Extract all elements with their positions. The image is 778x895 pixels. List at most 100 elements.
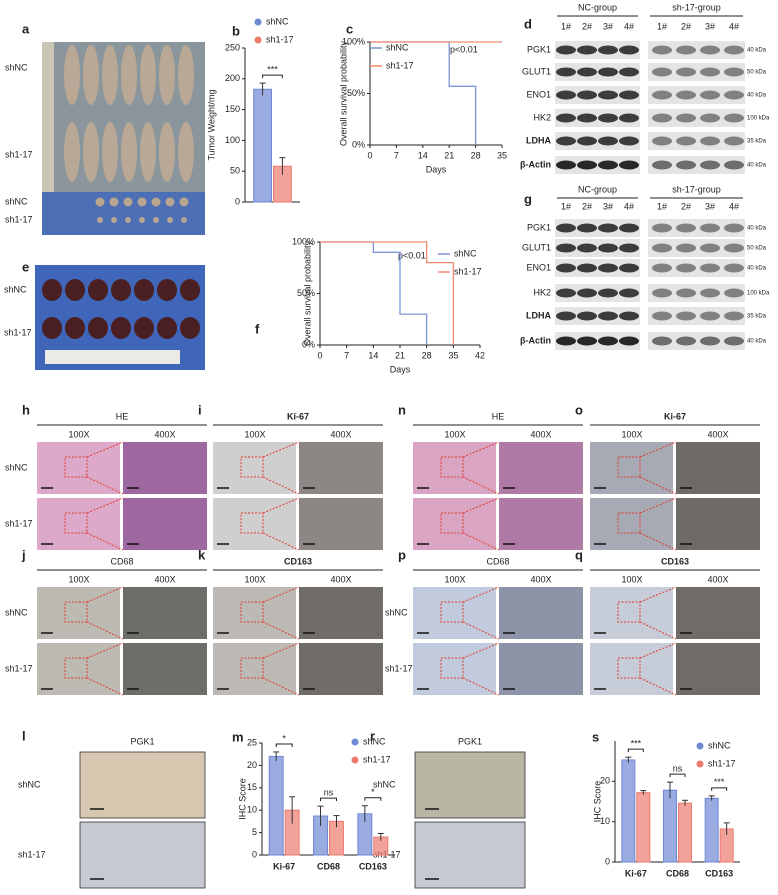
- y-tick-label: 50%: [297, 288, 315, 298]
- tumor: [134, 279, 154, 301]
- panel-label: b: [232, 23, 240, 38]
- micrograph: [123, 643, 207, 695]
- legend-label: sh1-17: [454, 266, 482, 276]
- legend-label: sh1-17: [363, 754, 391, 764]
- blot: [555, 239, 640, 257]
- mouse: [83, 122, 99, 182]
- zoom-box: [240, 512, 264, 534]
- tumor: [157, 279, 177, 301]
- tumor: [151, 197, 161, 207]
- annotation: p<0.01: [398, 250, 426, 260]
- annotation: p<0.01: [450, 44, 478, 54]
- band: [676, 223, 696, 233]
- blot: [555, 307, 640, 325]
- band: [619, 160, 639, 170]
- size-label: 40 kDa: [747, 163, 767, 169]
- band: [724, 136, 744, 146]
- band: [724, 223, 744, 233]
- mouse: [159, 45, 175, 105]
- column-label: 100X: [244, 429, 265, 439]
- row-label: shNC: [385, 607, 408, 617]
- x-tick-label: 28: [471, 150, 481, 160]
- lane-label: 4#: [729, 201, 739, 211]
- group-label: sh-17-group: [672, 184, 721, 194]
- band: [556, 160, 576, 170]
- zoom-box: [617, 657, 641, 679]
- band: [556, 243, 576, 253]
- zoom-box: [617, 512, 641, 534]
- zoom-line: [462, 532, 500, 551]
- band: [619, 263, 639, 273]
- photo: [42, 192, 205, 235]
- band: [724, 113, 744, 123]
- band: [577, 243, 597, 253]
- row-label: sh1-17: [4, 327, 32, 337]
- column-label: 100X: [68, 574, 89, 584]
- mouse: [178, 122, 194, 182]
- panel-label: e: [22, 259, 29, 274]
- zoom-line: [462, 586, 500, 603]
- micrograph: [413, 498, 496, 550]
- blot: [648, 63, 745, 81]
- row-label: sh1-17: [5, 663, 33, 673]
- column-label: 400X: [154, 574, 175, 584]
- lane-label: 3#: [705, 201, 715, 211]
- significance-bracket: [262, 74, 283, 79]
- band: [700, 223, 720, 233]
- x-tick-label: Ki-67: [625, 868, 647, 878]
- micrograph: [299, 442, 383, 494]
- zoom-line: [462, 497, 500, 514]
- band: [676, 45, 696, 55]
- band: [577, 263, 597, 273]
- blot: [648, 41, 745, 59]
- zoom-box: [440, 512, 464, 534]
- mouse: [102, 45, 118, 105]
- size-label: 40 kDa: [747, 48, 767, 54]
- x-tick-label: 7: [344, 350, 349, 360]
- tumor: [111, 217, 117, 223]
- mouse: [102, 122, 118, 182]
- band: [556, 45, 576, 55]
- x-tick-label: CD163: [705, 868, 733, 878]
- column-label: 100X: [621, 429, 642, 439]
- band: [676, 136, 696, 146]
- tumor: [123, 197, 133, 207]
- significance-bracket: [627, 748, 644, 753]
- band: [577, 223, 597, 233]
- protein-label: β-Actin: [520, 335, 551, 345]
- x-tick-label: 35: [448, 350, 458, 360]
- bar: [268, 755, 284, 856]
- protein-label: ENO1: [526, 89, 551, 99]
- tumor: [65, 279, 85, 301]
- tumor: [165, 197, 175, 207]
- bar: [678, 802, 692, 863]
- tumor: [88, 317, 108, 339]
- blot: [555, 86, 640, 104]
- band: [724, 45, 744, 55]
- size-label: 35 kDa: [747, 139, 767, 145]
- lane-label: 1#: [561, 21, 571, 31]
- blot: [555, 284, 640, 302]
- band: [652, 90, 672, 100]
- band: [676, 288, 696, 298]
- row-label: shNC: [5, 62, 28, 72]
- y-tick-label: 100%: [342, 36, 365, 46]
- zoom-line: [262, 497, 300, 514]
- zoom-line: [262, 642, 300, 659]
- row-label: shNC: [4, 284, 27, 294]
- blot: [555, 109, 640, 127]
- zoom-box: [617, 601, 641, 623]
- band: [619, 90, 639, 100]
- mouse: [121, 45, 137, 105]
- protein-label: LDHA: [526, 310, 551, 320]
- mouse: [121, 122, 137, 182]
- micrograph: [676, 587, 760, 639]
- size-label: 40 kDa: [747, 266, 767, 272]
- band: [700, 243, 720, 253]
- group-label: NC-group: [578, 184, 617, 194]
- lane-label: 4#: [729, 21, 739, 31]
- y-tick-label: 0: [252, 849, 257, 859]
- x-tick-label: CD163: [359, 861, 387, 871]
- protein-label: GLUT1: [522, 66, 551, 76]
- band: [556, 311, 576, 321]
